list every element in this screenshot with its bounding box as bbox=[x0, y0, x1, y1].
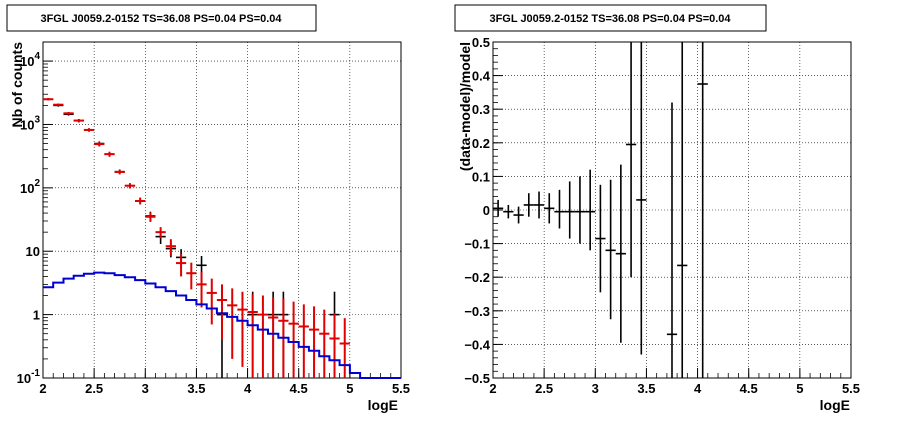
left-y-axis-title: Nb of counts bbox=[9, 42, 25, 128]
x-tick-label: 3 bbox=[142, 381, 149, 396]
y-tick-label: −0.2 bbox=[464, 270, 490, 285]
data-point bbox=[513, 206, 524, 224]
y-tick-label: 1 bbox=[33, 308, 40, 323]
x-tick-label: 3 bbox=[592, 381, 599, 396]
x-tick-label: 4 bbox=[244, 381, 252, 396]
model-point bbox=[114, 169, 125, 175]
model-point bbox=[339, 318, 350, 378]
model-point bbox=[298, 304, 309, 378]
model-point bbox=[43, 98, 54, 101]
model-point bbox=[288, 301, 299, 378]
model-point bbox=[237, 291, 248, 367]
model-point bbox=[247, 294, 258, 378]
x-tick-label: 4 bbox=[694, 381, 702, 396]
left-marks bbox=[43, 98, 401, 379]
model-point bbox=[73, 118, 84, 123]
y-tick-label: 104 bbox=[20, 51, 40, 69]
y-tick-label: −0.1 bbox=[464, 237, 490, 252]
model-point bbox=[196, 272, 207, 308]
x-tick-label: 3.5 bbox=[637, 381, 655, 396]
data-point bbox=[574, 176, 586, 244]
data-point bbox=[523, 193, 534, 217]
model-point bbox=[329, 313, 340, 378]
data-point bbox=[564, 181, 575, 239]
y-tick-label: 0 bbox=[483, 203, 490, 218]
x-tick-label: 2 bbox=[39, 381, 46, 396]
model-point bbox=[216, 284, 228, 340]
right-ticks: 2 2.5 3 3.5 4 4.5 5 5.5 −0.5 −0.4 −0.3 −0.2 −0.1 0 0.1… bbox=[464, 35, 860, 396]
model-point bbox=[63, 112, 74, 115]
data-point bbox=[585, 169, 596, 251]
y-tick-label: −0.4 bbox=[464, 337, 490, 352]
model-point bbox=[155, 227, 166, 239]
x-tick-label: 5 bbox=[796, 381, 803, 396]
x-tick-label: 5.5 bbox=[392, 381, 410, 396]
right-grid bbox=[493, 42, 851, 378]
model-point bbox=[227, 288, 238, 359]
x-tick-label: 3.5 bbox=[187, 381, 205, 396]
left-ticks: 2 2.5 3 3.5 4 4.5 5 5.5 10-1 1 10 102 103 104 bbox=[17, 51, 410, 396]
y-tick-label: 10 bbox=[26, 244, 40, 259]
y-tick-label: −0.5 bbox=[464, 371, 490, 386]
data-point bbox=[554, 189, 565, 229]
model-point bbox=[186, 262, 197, 290]
model-point bbox=[175, 254, 187, 277]
y-tick-label: 0.2 bbox=[472, 136, 490, 151]
data-point bbox=[533, 191, 545, 219]
model-point bbox=[94, 141, 105, 147]
y-tick-label: 0.5 bbox=[472, 35, 490, 50]
data-point bbox=[636, 42, 647, 355]
right-title-box bbox=[454, 4, 767, 32]
data-point bbox=[503, 204, 514, 219]
left-panel: 3FGL J0059.2-0152 TS=36.08 PS=0.04 PS=0.… bbox=[6, 4, 410, 413]
model-point bbox=[257, 295, 269, 378]
data-point bbox=[493, 199, 504, 217]
model-point bbox=[53, 103, 64, 106]
data-point bbox=[595, 184, 606, 293]
left-title-box bbox=[6, 4, 317, 32]
y-tick-label: −0.3 bbox=[464, 304, 490, 319]
y-tick-label: 0.1 bbox=[472, 169, 490, 184]
y-tick-label: 10-1 bbox=[17, 368, 41, 386]
right-x-axis-title: logE bbox=[820, 397, 850, 413]
x-tick-label: 5 bbox=[346, 381, 353, 396]
right-title: 3FGL J0059.2-0152 TS=36.08 PS=0.04 PS=0.… bbox=[489, 13, 731, 25]
data-point bbox=[666, 102, 678, 378]
model-point bbox=[165, 239, 176, 256]
x-tick-label: 2 bbox=[489, 381, 496, 396]
model-point bbox=[268, 296, 279, 378]
model-point bbox=[135, 197, 146, 205]
data-point bbox=[544, 193, 555, 224]
model-point bbox=[319, 309, 330, 378]
right-y-axis-title: (data-model)/model bbox=[457, 42, 473, 171]
left-grid bbox=[43, 42, 401, 378]
model-step-line bbox=[43, 271, 401, 379]
x-tick-label: 4.5 bbox=[740, 381, 758, 396]
right-marks bbox=[493, 42, 708, 378]
y-tick-label: 102 bbox=[20, 178, 40, 196]
y-tick-label: 0.4 bbox=[472, 69, 491, 84]
model-point bbox=[124, 183, 136, 189]
right-panel: 3FGL J0059.2-0152 TS=36.08 PS=0.04 PS=0.… bbox=[454, 4, 860, 413]
data-point bbox=[697, 42, 708, 378]
y-tick-label: 103 bbox=[20, 114, 40, 132]
y-tick-label: 0.3 bbox=[472, 102, 490, 117]
data-point bbox=[677, 42, 688, 378]
data-point bbox=[625, 42, 637, 278]
model-point bbox=[83, 128, 95, 132]
model-point bbox=[145, 212, 156, 222]
model-point bbox=[104, 151, 115, 157]
left-x-axis-title: logE bbox=[368, 397, 398, 413]
data-point bbox=[605, 179, 616, 320]
data-point bbox=[615, 164, 626, 343]
x-tick-label: 2.5 bbox=[535, 381, 553, 396]
model-point bbox=[206, 278, 217, 325]
x-tick-label: 5.5 bbox=[842, 381, 860, 396]
left-title: 3FGL J0059.2-0152 TS=36.08 PS=0.04 PS=0.… bbox=[40, 13, 282, 25]
x-tick-label: 2.5 bbox=[85, 381, 103, 396]
model-point bbox=[308, 306, 320, 378]
x-tick-label: 4.5 bbox=[290, 381, 308, 396]
